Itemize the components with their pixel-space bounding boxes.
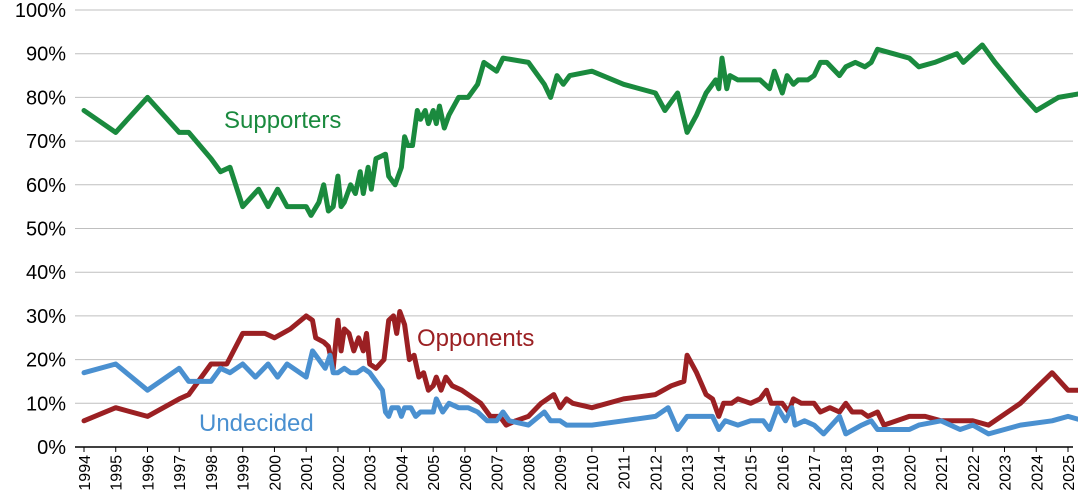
y-tick-label: 50% [26,219,66,241]
x-tick-label: 2021 [934,455,951,491]
x-tick-label: 2014 [712,455,729,491]
y-tick-label: 70% [26,131,66,153]
x-tick-label: 2012 [648,455,665,491]
x-tick-label: 2018 [839,455,856,491]
x-tick-label: 2001 [299,455,316,491]
x-tick-label: 1997 [172,455,189,491]
x-tick-label: 2022 [966,455,983,491]
x-axis-tick-labels: 1994 1995 1996 1997 1998 1999 2000 2001 2002 2003… [77,447,1078,491]
x-tick-label: 2008 [521,455,538,491]
series-label-supporters: Supporters [224,107,341,134]
y-tick-label: 40% [26,262,66,284]
x-tick-label: 2005 [426,455,443,491]
x-tick-label: 2010 [585,455,602,491]
x-tick-label: 2016 [775,455,792,491]
x-tick-label: 1996 [140,455,157,491]
x-tick-label: 1994 [77,455,94,491]
x-tick-label: 1995 [109,455,126,491]
series-lines [81,42,1078,437]
x-tick-label: 2020 [902,455,919,491]
y-tick-label: 10% [26,393,66,415]
y-tick-label: 100% [15,0,66,22]
x-tick-label: 2019 [871,455,888,491]
x-tick-label: 2017 [807,455,824,491]
series-label-undecided: Undecided [199,410,314,437]
x-tick-label: 2013 [680,455,697,491]
gridlines [75,9,1073,404]
series-line-undecided [81,348,1078,437]
x-tick-label: 2004 [394,455,411,491]
x-tick-label: 2011 [617,455,634,490]
y-tick-label: 0% [37,437,66,459]
x-tick-label: 1999 [236,455,253,491]
series-line-supporters [81,42,1078,218]
y-tick-label: 30% [26,306,66,328]
y-tick-label: 80% [26,87,66,109]
x-tick-label: 2025 [1061,455,1078,491]
x-tick-label: 1998 [204,455,221,491]
y-tick-label: 20% [26,350,66,372]
y-tick-label: 90% [26,44,66,66]
y-tick-label: 60% [26,175,66,197]
series-labels: Supporters Opponents Undecided [199,107,534,437]
y-axis-tick-labels: 0% 10% 20% 30% 40% 50% 60% 70% 80% 90% 100% [15,0,66,459]
x-tick-label: 2000 [267,455,284,491]
x-tick-label: 2009 [553,455,570,491]
x-tick-label: 2007 [490,455,507,491]
x-tick-label: 2002 [331,455,348,491]
series-label-opponents: Opponents [417,325,534,352]
x-tick-label: 2015 [744,455,761,491]
x-tick-label: 2003 [363,455,380,491]
x-tick-label: 2023 [998,455,1015,491]
x-tick-label: 2024 [1029,455,1046,491]
x-tick-label: 2006 [458,455,475,491]
